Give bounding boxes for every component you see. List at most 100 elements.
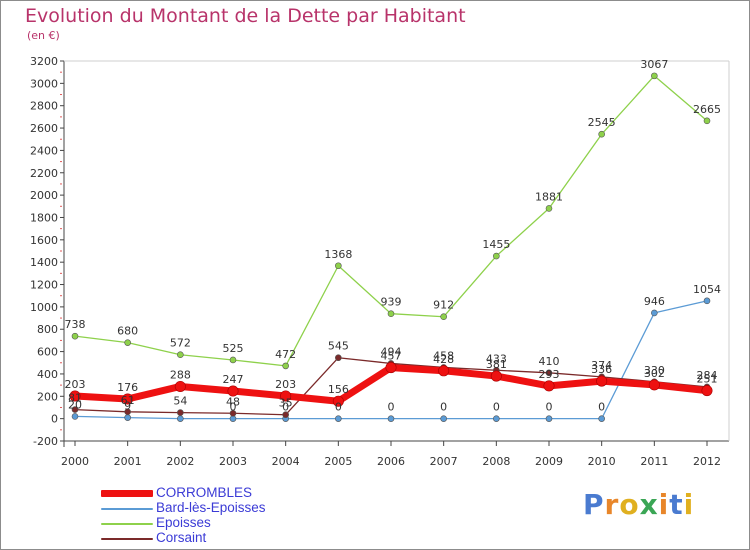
data-point — [545, 369, 553, 377]
data-label: 48 — [226, 395, 240, 408]
y-tick-label: 1200 — [30, 279, 58, 292]
data-label: 0 — [230, 401, 237, 414]
y-tick-label: 1000 — [30, 301, 58, 314]
chart-title: Evolution du Montant de la Dette par Hab… — [25, 5, 466, 27]
data-label: 374 — [591, 359, 612, 372]
data-point — [124, 339, 131, 346]
data-label: 912 — [433, 299, 454, 312]
data-label: 525 — [223, 342, 244, 355]
y-tick-label: 2200 — [30, 167, 58, 180]
data-point — [545, 205, 553, 212]
data-label: 0 — [440, 401, 447, 414]
data-point — [227, 385, 239, 397]
data-label: 247 — [223, 373, 244, 386]
logo-letter: P — [583, 488, 605, 521]
data-point — [493, 252, 500, 260]
data-point — [440, 313, 447, 321]
data-point — [280, 390, 292, 402]
legend-item: Bard-lès-Epoisses — [101, 500, 361, 516]
legend: CORROMBLES Bard-lès-Epoisses Epoisses Corsa… — [101, 485, 361, 546]
data-point — [122, 393, 134, 405]
data-label: 2545 — [588, 116, 616, 129]
data-label: 428 — [433, 353, 454, 366]
y-tick-label: 1600 — [30, 234, 58, 247]
data-point — [493, 415, 500, 422]
data-point — [69, 390, 81, 402]
chart-subtitle: (en €) — [27, 29, 60, 42]
y-tick-label: 1400 — [30, 256, 58, 269]
data-label: 203 — [65, 378, 86, 391]
logo-letter: x — [639, 488, 659, 521]
y-tick-label: -200 — [33, 435, 58, 448]
data-label: 251 — [697, 373, 718, 386]
data-point — [177, 415, 184, 422]
x-tick-label: 2001 — [114, 455, 142, 468]
legend-label: Corsaint — [156, 530, 207, 545]
data-point — [648, 379, 660, 391]
y-tick-label: 1800 — [30, 211, 58, 224]
data-label: 176 — [117, 381, 138, 394]
legend-label: CORROMBLES — [156, 485, 253, 500]
y-tick-label: 3200 — [30, 55, 58, 68]
x-tick-label: 2000 — [61, 455, 89, 468]
data-label: 0 — [598, 401, 605, 414]
y-tick-label: 600 — [37, 346, 58, 359]
data-label: 2665 — [693, 103, 721, 116]
data-label: 572 — [170, 337, 191, 350]
x-tick-label: 2006 — [377, 455, 405, 468]
y-tick-label: 2600 — [30, 122, 58, 135]
data-point — [701, 385, 713, 397]
y-tick-label: 200 — [37, 390, 58, 403]
data-point — [703, 297, 711, 305]
data-label: 410 — [539, 355, 560, 368]
x-tick-label: 2010 — [588, 455, 616, 468]
x-tick-label: 2002 — [166, 455, 194, 468]
x-tick-label: 2005 — [324, 455, 352, 468]
data-point — [545, 415, 553, 422]
data-label: 35 — [279, 397, 293, 410]
data-point — [124, 408, 131, 416]
logo-letter: i — [683, 488, 695, 521]
data-label: 1881 — [535, 190, 563, 203]
data-label: 9 — [124, 400, 131, 413]
data-label: 946 — [644, 295, 665, 308]
data-point — [124, 414, 131, 421]
legend-label: Epoisses — [156, 515, 211, 530]
data-point — [651, 72, 658, 80]
data-label: 203 — [275, 378, 296, 391]
data-label: 20 — [68, 398, 82, 411]
data-label: 330 — [644, 364, 665, 377]
data-point — [332, 395, 344, 407]
data-point — [387, 415, 395, 422]
data-label: 458 — [433, 349, 454, 362]
y-tick-label: 0 — [51, 413, 58, 426]
x-tick-label: 2012 — [693, 455, 721, 468]
y-tick-label: 2000 — [30, 189, 58, 202]
data-point — [438, 365, 450, 377]
data-label: 156 — [328, 383, 349, 396]
data-point — [598, 415, 605, 422]
data-label: 738 — [65, 318, 86, 331]
logo-letter: i — [658, 488, 670, 521]
data-point — [71, 406, 79, 413]
data-label: 0 — [388, 401, 395, 414]
data-point — [177, 409, 184, 416]
data-label: 0 — [335, 401, 342, 414]
x-tick-label: 2009 — [535, 455, 563, 468]
data-label: 1455 — [482, 238, 510, 251]
data-label: 302 — [644, 367, 665, 380]
data-point — [543, 380, 555, 392]
data-point — [385, 362, 397, 374]
y-tick-label: 2400 — [30, 144, 58, 157]
legend-item: Corsaint — [101, 530, 361, 546]
data-point — [335, 354, 342, 362]
data-point — [174, 380, 186, 392]
data-label: 0 — [282, 401, 289, 414]
data-label: 81 — [68, 392, 82, 405]
legend-item: CORROMBLES — [101, 485, 361, 501]
data-label: 457 — [381, 350, 402, 363]
logo-letter: t — [669, 488, 684, 521]
x-tick-label: 2004 — [272, 455, 300, 468]
data-label: 472 — [275, 348, 296, 361]
